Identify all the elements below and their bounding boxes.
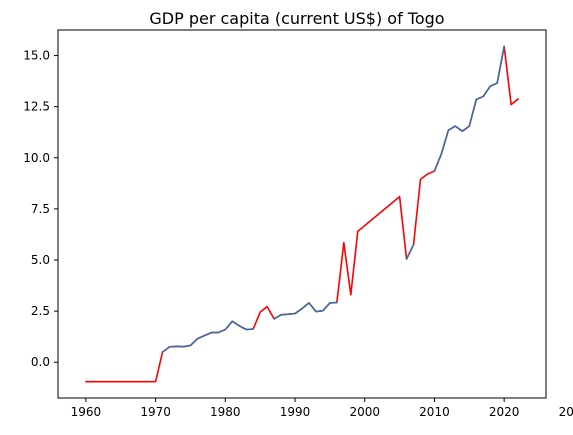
x-tick-label: 1970 [140,405,171,419]
x-axis: 1960 1970 1980 1990 2000 2010 2020 2030 [71,398,573,419]
x-tick-label: 2010 [419,405,450,419]
series-line-1-1 [274,303,337,319]
x-tick-label: 2000 [349,405,380,419]
plot-area [86,46,518,381]
x-tick-label: 2030 [559,405,573,419]
series-line-1-0 [163,321,254,352]
y-axis: 0.0 2.5 5.0 7.5 10.0 12.5 15.0 [23,49,58,370]
y-tick-label: 7.5 [31,202,50,216]
y-tick-label: 0.0 [31,355,50,369]
y-tick-label: 12.5 [23,100,50,114]
chart-title: GDP per capita (current US$) of Togo [149,9,444,28]
x-tick-label: 1990 [280,405,311,419]
series-line-0-0 [86,46,518,381]
y-tick-label: 5.0 [31,253,50,267]
series-line-1-3 [434,46,504,171]
x-tick-label: 1960 [71,405,102,419]
y-tick-label: 15.0 [23,49,50,63]
x-tick-label: 1980 [210,405,241,419]
axes-frame [58,30,546,398]
x-tick-label: 2020 [489,405,520,419]
y-tick-label: 2.5 [31,304,50,318]
y-tick-label: 10.0 [23,151,50,165]
series-line-1-2 [407,245,414,259]
